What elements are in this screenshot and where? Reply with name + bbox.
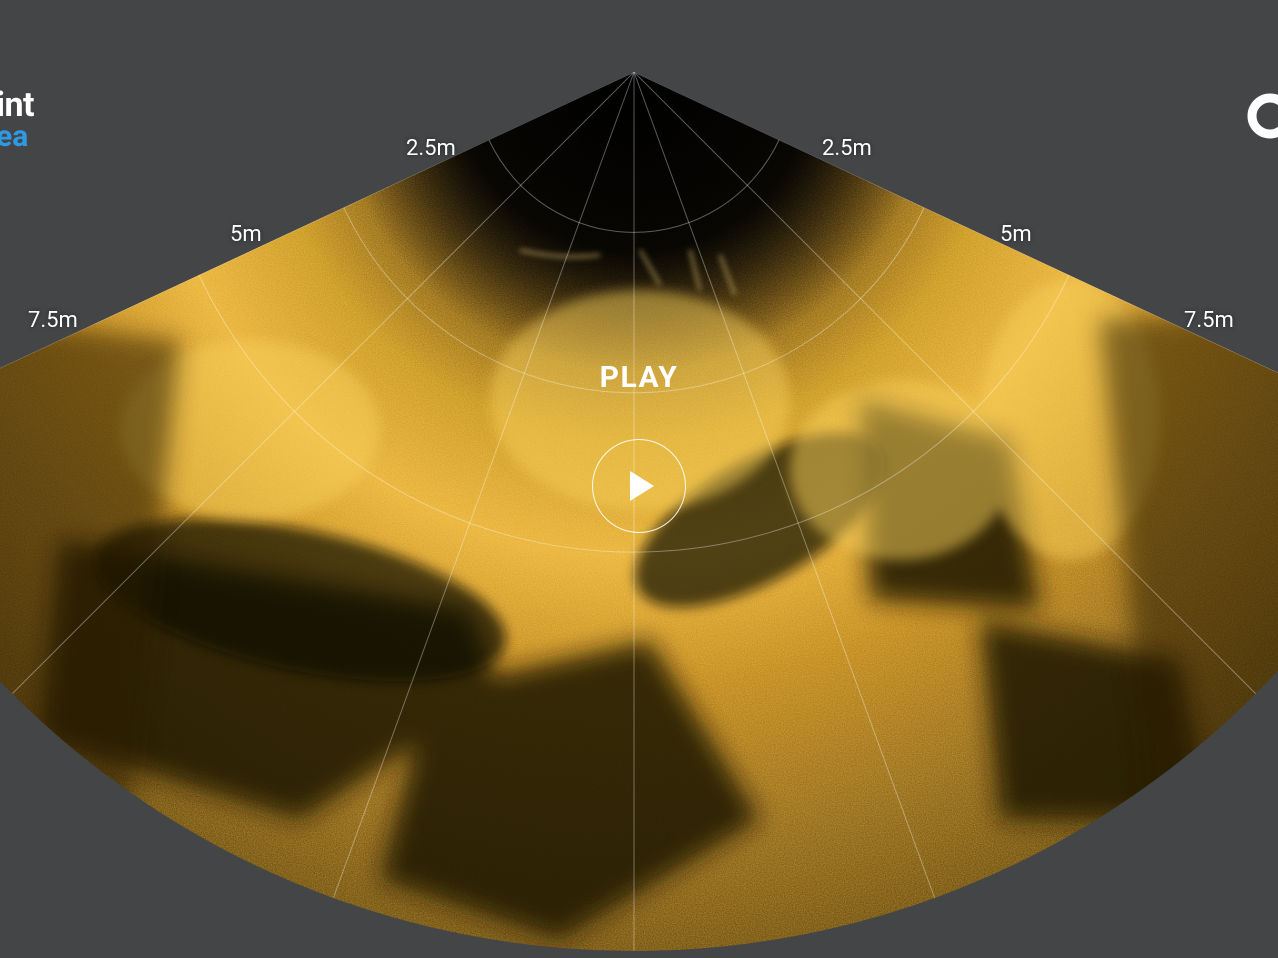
- range-label-right-7-5m: 7.5m: [1184, 308, 1234, 333]
- range-label-right-2-5m: 2.5m: [822, 136, 872, 161]
- range-label-left-5m: 5m: [230, 222, 262, 247]
- range-label-left-7-5m: 7.5m: [28, 308, 78, 333]
- brand-logo-line1: int: [0, 88, 34, 122]
- brand-logo-line2: ea: [0, 122, 34, 152]
- sonar-viewport: 2.5m 2.5m 5m 5m 7.5m 7.5m int ea PLAY: [0, 0, 1278, 958]
- range-label-left-2-5m: 2.5m: [406, 136, 456, 161]
- play-icon: [592, 439, 686, 533]
- play-button[interactable]: PLAY: [592, 360, 686, 533]
- brand-logo-right: [1240, 92, 1278, 156]
- brand-logo-right-icon: [1240, 92, 1278, 152]
- brand-logo-left: int ea: [0, 88, 34, 152]
- range-label-right-5m: 5m: [1000, 222, 1032, 247]
- play-label: PLAY: [600, 360, 679, 395]
